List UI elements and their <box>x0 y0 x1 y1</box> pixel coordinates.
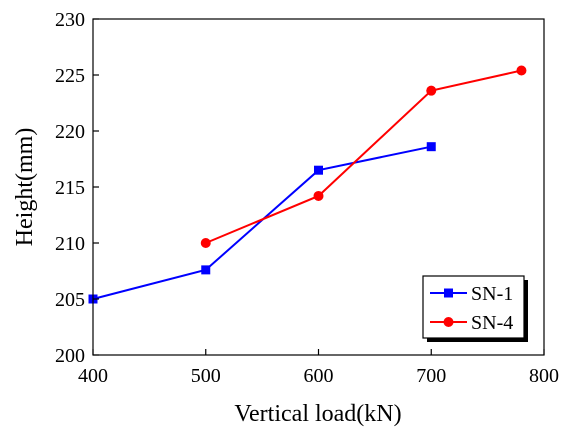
legend-box <box>422 275 525 339</box>
x-tick-label: 600 <box>304 365 334 387</box>
x-tick-label: 700 <box>416 365 446 387</box>
x-axis-label: Vertical load(kN) <box>234 401 401 427</box>
legend-marker <box>444 288 453 298</box>
legend-label: SN-4 <box>471 312 513 334</box>
x-tick-label: 400 <box>78 365 108 387</box>
y-tick-label: 230 <box>55 9 85 31</box>
y-tick-label: 200 <box>55 345 85 367</box>
legend-marker <box>443 317 454 327</box>
x-tick-label: 500 <box>191 365 221 387</box>
legend-label: SN-1 <box>471 283 513 305</box>
data-point-sn-4 <box>313 190 324 201</box>
y-tick-label: 225 <box>55 65 85 87</box>
y-tick-label: 205 <box>55 289 85 311</box>
data-point-sn-4 <box>426 85 437 96</box>
data-point-sn-1 <box>314 165 323 175</box>
series-line-sn-4 <box>205 69 522 244</box>
x-axis: 400 500 600 700 800 <box>78 349 559 387</box>
y-axis-label: Height(mm) <box>12 128 38 247</box>
series-layer <box>88 65 527 304</box>
y-tick-label: 220 <box>55 121 85 143</box>
data-point-sn-1 <box>201 265 211 275</box>
x-tick-label: 800 <box>529 365 559 387</box>
data-point-sn-1 <box>426 142 436 152</box>
legend: SN-1 SN-4 <box>422 275 528 342</box>
y-axis: 200 205 210 215 220 225 230 <box>55 9 99 367</box>
y-tick-label: 215 <box>55 177 85 199</box>
y-tick-label: 210 <box>55 233 85 255</box>
data-point-sn-4 <box>200 238 211 248</box>
data-point-sn-4 <box>516 65 527 76</box>
